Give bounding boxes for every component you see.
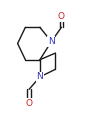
Text: O: O [26, 99, 33, 108]
Text: O: O [58, 12, 65, 21]
Text: N: N [48, 37, 55, 46]
Text: N: N [36, 72, 43, 81]
